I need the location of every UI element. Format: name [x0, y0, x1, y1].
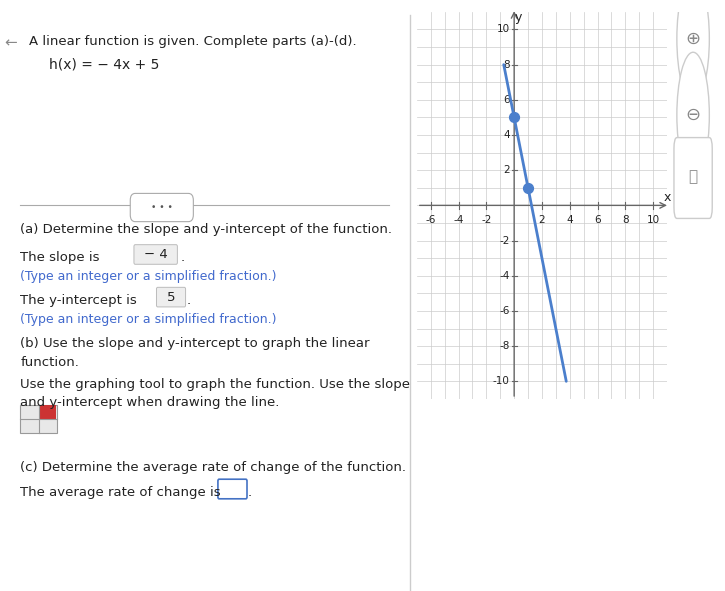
Text: (c) Determine the average rate of change of the function.: (c) Determine the average rate of change…: [20, 462, 407, 475]
Circle shape: [677, 0, 709, 102]
Text: A linear function is given. Complete parts (a)-(d).: A linear function is given. Complete par…: [29, 35, 356, 48]
Text: and y-intercept when drawing the line.: and y-intercept when drawing the line.: [20, 396, 280, 409]
Bar: [38, 405, 56, 418]
FancyBboxPatch shape: [130, 193, 194, 222]
Text: ⊕: ⊕: [686, 30, 700, 48]
Text: function.: function.: [20, 356, 79, 369]
Text: • • •: • • •: [151, 203, 173, 212]
Text: (b) Use the slope and y-intercept to graph the linear: (b) Use the slope and y-intercept to gra…: [20, 337, 370, 350]
Text: The average rate of change is: The average rate of change is: [20, 486, 225, 499]
Text: 6: 6: [503, 95, 510, 105]
Text: Use the graphing tool to graph the function. Use the slope: Use the graphing tool to graph the funct…: [20, 378, 410, 391]
Text: 6: 6: [594, 215, 601, 225]
Text: − 4: − 4: [144, 248, 167, 261]
Text: 8: 8: [503, 60, 510, 70]
Text: 2: 2: [539, 215, 545, 225]
Text: 4: 4: [503, 130, 510, 140]
FancyBboxPatch shape: [674, 138, 712, 219]
Text: ←: ←: [4, 35, 17, 50]
Text: .: .: [181, 251, 184, 264]
FancyBboxPatch shape: [157, 287, 186, 307]
Text: y: y: [515, 11, 522, 24]
Text: ⊖: ⊖: [686, 106, 700, 124]
Text: The y-intercept is: The y-intercept is: [20, 294, 141, 307]
Point: [508, 113, 520, 122]
Text: -4: -4: [500, 271, 510, 281]
Text: -2: -2: [481, 215, 492, 225]
Text: x: x: [663, 191, 671, 204]
Text: -6: -6: [426, 215, 436, 225]
Text: 8: 8: [622, 215, 629, 225]
Text: -8: -8: [500, 341, 510, 351]
Text: 5: 5: [167, 291, 175, 304]
Text: h(x) = − 4x + 5: h(x) = − 4x + 5: [49, 58, 160, 72]
Text: 2: 2: [503, 165, 510, 175]
Bar: [20, 405, 57, 433]
Circle shape: [677, 52, 709, 178]
Text: The slope is: The slope is: [20, 251, 104, 264]
Text: -6: -6: [500, 306, 510, 316]
Text: 4: 4: [566, 215, 573, 225]
Text: (Type an integer or a simplified fraction.): (Type an integer or a simplified fractio…: [20, 313, 277, 326]
Text: -2: -2: [500, 236, 510, 246]
Text: (a) Determine the slope and y-intercept of the function.: (a) Determine the slope and y-intercept …: [20, 223, 392, 236]
Text: (Type an integer or a simplified fraction.): (Type an integer or a simplified fractio…: [20, 270, 277, 283]
Text: ⧉: ⧉: [689, 170, 697, 184]
Text: 10: 10: [647, 215, 660, 225]
Text: -10: -10: [493, 376, 510, 387]
Text: .: .: [186, 294, 191, 307]
Point: [522, 183, 534, 193]
FancyBboxPatch shape: [134, 245, 178, 264]
Text: 10: 10: [497, 24, 510, 34]
Text: -4: -4: [453, 215, 464, 225]
Text: .: .: [248, 486, 252, 499]
FancyBboxPatch shape: [218, 479, 247, 499]
